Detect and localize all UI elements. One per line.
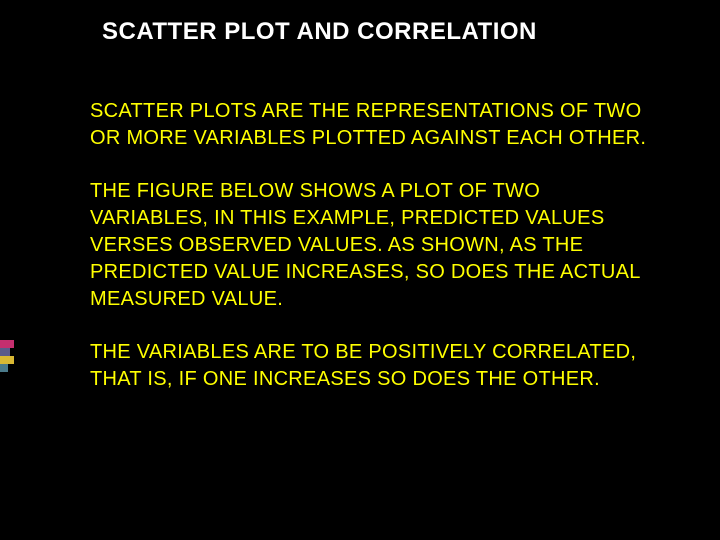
accent-bars — [0, 340, 14, 372]
accent-bar-2 — [0, 348, 10, 356]
slide: SCATTER PLOT AND CORRELATION SCATTER PLO… — [0, 0, 720, 540]
accent-bar-1 — [0, 340, 14, 348]
paragraph-3: THE VARIABLES ARE TO BE POSITIVELY CORRE… — [90, 339, 650, 393]
accent-bar-4 — [0, 364, 8, 372]
paragraph-2: THE FIGURE BELOW SHOWS A PLOT OF TWO VAR… — [90, 178, 650, 313]
accent-bar-3 — [0, 356, 14, 364]
paragraph-1: SCATTER PLOTS ARE THE REPRESENTATIONS OF… — [90, 98, 650, 152]
slide-body: SCATTER PLOTS ARE THE REPRESENTATIONS OF… — [90, 98, 650, 393]
slide-title: SCATTER PLOT AND CORRELATION — [102, 18, 650, 46]
